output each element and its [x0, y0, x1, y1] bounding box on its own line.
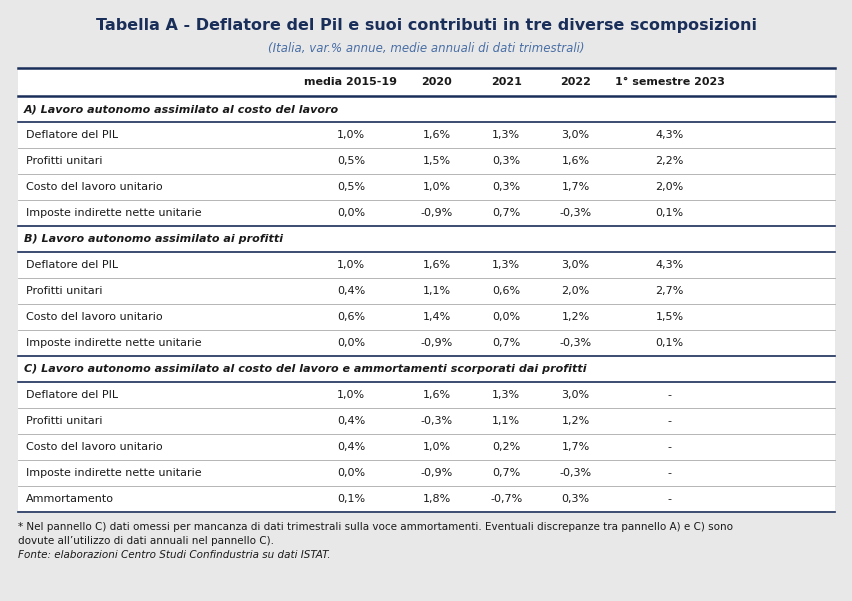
- Text: 0,6%: 0,6%: [337, 312, 365, 322]
- Text: -0,3%: -0,3%: [559, 468, 591, 478]
- Text: Profitti unitari: Profitti unitari: [26, 286, 102, 296]
- Text: 0,1%: 0,1%: [654, 208, 682, 218]
- Text: 1,2%: 1,2%: [561, 416, 589, 426]
- Text: 0,4%: 0,4%: [337, 442, 365, 452]
- Text: Deflatore del PIL: Deflatore del PIL: [26, 130, 118, 140]
- Text: * Nel pannello C) dati omessi per mancanza di dati trimestrali sulla voce ammort: * Nel pannello C) dati omessi per mancan…: [18, 522, 732, 532]
- Text: 1,0%: 1,0%: [337, 390, 365, 400]
- Text: 2,0%: 2,0%: [561, 286, 589, 296]
- Text: 2021: 2021: [490, 77, 521, 87]
- Text: 1,3%: 1,3%: [492, 260, 520, 270]
- Text: Imposte indirette nette unitarie: Imposte indirette nette unitarie: [26, 208, 201, 218]
- Text: 1,7%: 1,7%: [561, 182, 589, 192]
- Text: Imposte indirette nette unitarie: Imposte indirette nette unitarie: [26, 468, 201, 478]
- Text: dovute all’utilizzo di dati annuali nel pannello C).: dovute all’utilizzo di dati annuali nel …: [18, 536, 273, 546]
- Text: Tabella A - Deflatore del Pil e suoi contributi in tre diverse scomposizioni: Tabella A - Deflatore del Pil e suoi con…: [96, 18, 756, 33]
- Text: 1,2%: 1,2%: [561, 312, 589, 322]
- Text: 1,0%: 1,0%: [422, 442, 450, 452]
- Text: Costo del lavoro unitario: Costo del lavoro unitario: [26, 312, 163, 322]
- Text: 1,0%: 1,0%: [422, 182, 450, 192]
- Text: 0,0%: 0,0%: [337, 208, 365, 218]
- Text: -: -: [667, 416, 671, 426]
- Text: 0,5%: 0,5%: [337, 156, 365, 166]
- Text: 1,3%: 1,3%: [492, 390, 520, 400]
- Text: -0,3%: -0,3%: [420, 416, 452, 426]
- Text: 1,6%: 1,6%: [561, 156, 589, 166]
- Text: 0,2%: 0,2%: [492, 442, 520, 452]
- Text: Costo del lavoro unitario: Costo del lavoro unitario: [26, 182, 163, 192]
- Text: 3,0%: 3,0%: [561, 390, 589, 400]
- Text: 2020: 2020: [421, 77, 452, 87]
- Text: 0,7%: 0,7%: [492, 468, 520, 478]
- Text: 0,0%: 0,0%: [337, 468, 365, 478]
- Text: 1,0%: 1,0%: [337, 130, 365, 140]
- Text: Profitti unitari: Profitti unitari: [26, 416, 102, 426]
- Text: 1,5%: 1,5%: [422, 156, 450, 166]
- Text: media 2015-19: media 2015-19: [304, 77, 397, 87]
- Text: A) Lavoro autonomo assimilato al costo del lavoro: A) Lavoro autonomo assimilato al costo d…: [24, 104, 339, 114]
- Text: 2,7%: 2,7%: [654, 286, 683, 296]
- Text: 0,3%: 0,3%: [492, 156, 520, 166]
- Text: 1,7%: 1,7%: [561, 442, 589, 452]
- Text: 0,1%: 0,1%: [654, 338, 682, 348]
- Text: 0,4%: 0,4%: [337, 416, 365, 426]
- Text: -0,9%: -0,9%: [420, 208, 452, 218]
- Text: Deflatore del PIL: Deflatore del PIL: [26, 260, 118, 270]
- Text: -0,9%: -0,9%: [420, 468, 452, 478]
- Text: Profitti unitari: Profitti unitari: [26, 156, 102, 166]
- Text: 3,0%: 3,0%: [561, 130, 589, 140]
- Text: 1,5%: 1,5%: [654, 312, 682, 322]
- Text: 1,6%: 1,6%: [422, 130, 450, 140]
- Text: Costo del lavoro unitario: Costo del lavoro unitario: [26, 442, 163, 452]
- Text: -0,3%: -0,3%: [559, 338, 591, 348]
- Text: 2,0%: 2,0%: [654, 182, 683, 192]
- Text: 0,0%: 0,0%: [492, 312, 520, 322]
- Text: 0,7%: 0,7%: [492, 338, 520, 348]
- Text: 0,1%: 0,1%: [337, 494, 365, 504]
- Text: B) Lavoro autonomo assimilato ai profitti: B) Lavoro autonomo assimilato ai profitt…: [24, 234, 283, 244]
- Text: 0,0%: 0,0%: [337, 338, 365, 348]
- Text: 1,6%: 1,6%: [422, 390, 450, 400]
- Text: -: -: [667, 390, 671, 400]
- Text: 1,1%: 1,1%: [492, 416, 520, 426]
- Text: -: -: [667, 494, 671, 504]
- Text: -0,7%: -0,7%: [489, 494, 521, 504]
- Text: 0,4%: 0,4%: [337, 286, 365, 296]
- Text: 1,8%: 1,8%: [422, 494, 451, 504]
- Text: Deflatore del PIL: Deflatore del PIL: [26, 390, 118, 400]
- Text: 3,0%: 3,0%: [561, 260, 589, 270]
- Text: 1,0%: 1,0%: [337, 260, 365, 270]
- Text: 0,5%: 0,5%: [337, 182, 365, 192]
- Text: 2022: 2022: [560, 77, 590, 87]
- Text: Ammortamento: Ammortamento: [26, 494, 114, 504]
- Text: 1,3%: 1,3%: [492, 130, 520, 140]
- Bar: [18, 68, 834, 513]
- Text: -0,3%: -0,3%: [559, 208, 591, 218]
- Text: 1° semestre 2023: 1° semestre 2023: [614, 77, 723, 87]
- Text: 1,1%: 1,1%: [422, 286, 450, 296]
- Text: C) Lavoro autonomo assimilato al costo del lavoro e ammortamenti scorporati dai : C) Lavoro autonomo assimilato al costo d…: [24, 364, 586, 374]
- Text: 0,3%: 0,3%: [561, 494, 589, 504]
- Text: 1,6%: 1,6%: [422, 260, 450, 270]
- Text: 1,4%: 1,4%: [422, 312, 451, 322]
- Text: 2,2%: 2,2%: [654, 156, 683, 166]
- Text: 0,7%: 0,7%: [492, 208, 520, 218]
- Text: -: -: [667, 468, 671, 478]
- Text: Imposte indirette nette unitarie: Imposte indirette nette unitarie: [26, 338, 201, 348]
- Text: -: -: [667, 442, 671, 452]
- Text: 4,3%: 4,3%: [654, 130, 683, 140]
- Text: (Italia, var.% annue, medie annuali di dati trimestrali): (Italia, var.% annue, medie annuali di d…: [268, 42, 584, 55]
- Text: -0,9%: -0,9%: [420, 338, 452, 348]
- Text: Fonte: elaborazioni Centro Studi Confindustria su dati ISTAT.: Fonte: elaborazioni Centro Studi Confind…: [18, 550, 330, 560]
- Text: 0,6%: 0,6%: [492, 286, 520, 296]
- Text: 0,3%: 0,3%: [492, 182, 520, 192]
- Text: 4,3%: 4,3%: [654, 260, 683, 270]
